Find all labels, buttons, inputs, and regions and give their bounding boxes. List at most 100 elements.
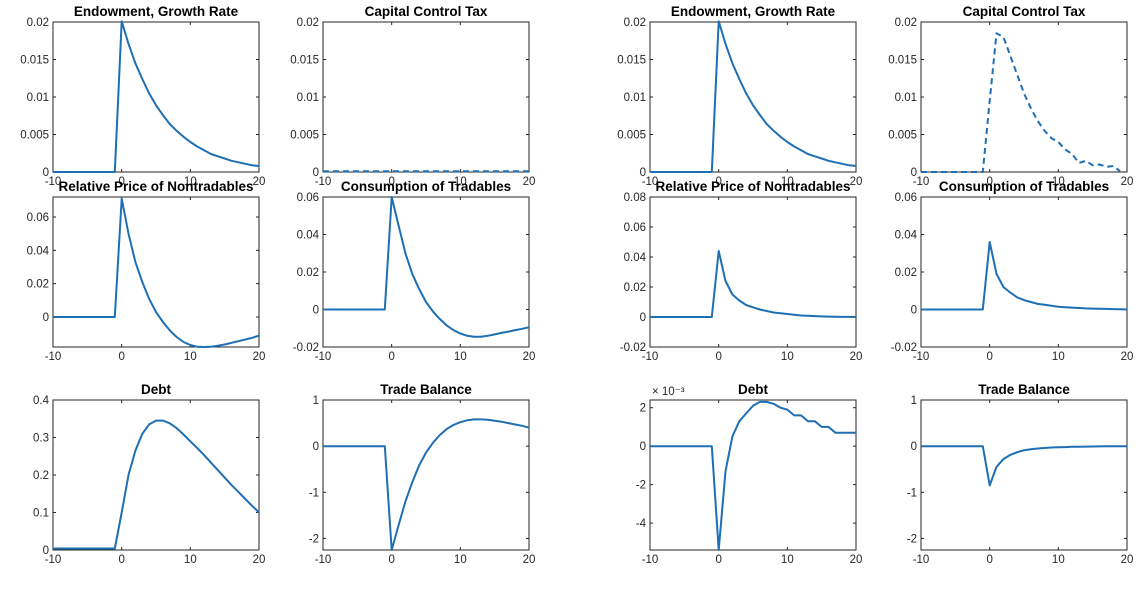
x-tick-label: -10 xyxy=(913,554,930,566)
y-tick-label: 2 xyxy=(640,403,646,415)
series-line xyxy=(650,400,856,551)
y-tick-label: 0.02 xyxy=(895,267,917,279)
x-tick-label: -10 xyxy=(913,176,930,188)
x-tick-label: -10 xyxy=(45,554,62,566)
x-tick-label: -10 xyxy=(45,176,62,188)
x-tick-label: 20 xyxy=(523,176,536,188)
axes-box xyxy=(322,196,530,348)
x-tick-label: -10 xyxy=(315,176,332,188)
y-tick-label: 0.02 xyxy=(27,17,49,29)
series-line xyxy=(650,250,857,318)
x-tick-label: -10 xyxy=(913,351,930,363)
x-tick-label: 20 xyxy=(253,176,266,188)
y-tick-label: 0.015 xyxy=(20,55,49,67)
panel-title: Relative Price of Nontradables xyxy=(58,179,253,194)
panel-title: Capital Control Tax xyxy=(365,4,488,19)
x-tick-label: 0 xyxy=(986,176,992,188)
x-tick-label: 0 xyxy=(118,554,124,566)
panel-title: Capital Control Tax xyxy=(963,4,1086,19)
panel-title: Consumption of Tradables xyxy=(341,179,511,194)
y-tick-label: 0.005 xyxy=(617,130,646,142)
series-line xyxy=(53,419,260,550)
y-tick-label: 0 xyxy=(640,441,646,453)
y-tick-label: -2 xyxy=(907,533,917,545)
panel-10: Trade Balance-10 0 10 20-2-101 xyxy=(309,382,536,566)
x-tick-label: 10 xyxy=(454,351,467,363)
x-tick-label: 0 xyxy=(715,176,721,188)
y-tick-label: -0.02 xyxy=(293,342,319,354)
x-tick-label: -10 xyxy=(315,554,332,566)
y-tick-label: 0.01 xyxy=(27,92,49,104)
x-tick-label: 10 xyxy=(781,351,794,363)
y-tick-label: -0.02 xyxy=(620,342,646,354)
x-tick-label: 0 xyxy=(388,554,394,566)
x-tick-label: 20 xyxy=(850,351,863,363)
panel-1: Endowment, Growth Rate-10 0 10 2000.0050.01… xyxy=(20,4,265,188)
panel-3: Endowment, Growth Rate-10 0 10 2000.0050.01… xyxy=(617,4,862,188)
y-tick-label: 0.005 xyxy=(20,130,49,142)
series-line xyxy=(921,241,1128,311)
x-tick-label: 0 xyxy=(986,554,992,566)
y-tick-label: 0 xyxy=(43,167,49,179)
y-tick-label: 0.04 xyxy=(297,230,320,242)
axes-box xyxy=(52,399,260,551)
y-tick-label: -4 xyxy=(636,518,647,530)
x-tick-label: 20 xyxy=(253,351,266,363)
panel-6: Consumption of Tradables -10 0 10 20 -0.02 0 0.… xyxy=(293,179,536,363)
panel-title: Endowment, Growth Rate xyxy=(671,4,836,19)
y-tick-label: 0.01 xyxy=(297,92,319,104)
y-tick-label: 0.06 xyxy=(297,192,319,204)
y-tick-label: 0.015 xyxy=(888,55,917,67)
x-tick-label: 10 xyxy=(184,176,197,188)
axes-box xyxy=(322,21,530,173)
y-tick-label: 0.1 xyxy=(33,508,49,520)
series-line xyxy=(323,196,530,338)
series-line xyxy=(921,32,1121,173)
axes-box xyxy=(920,399,1128,551)
x-tick-label: 10 xyxy=(781,176,794,188)
panel-title: Trade Balance xyxy=(978,382,1070,397)
y-tick-label: 0.04 xyxy=(27,245,50,257)
y-tick-label: 0 xyxy=(911,441,917,453)
series-line xyxy=(53,20,260,173)
x-tick-label: 0 xyxy=(715,554,721,566)
x-tick-label: -10 xyxy=(642,351,659,363)
y-tick-label: 1 xyxy=(911,395,917,407)
x-tick-label: 10 xyxy=(454,554,467,566)
y-tick-label: -2 xyxy=(636,480,646,492)
y-tick-label: 0.3 xyxy=(33,433,49,445)
panel-title: Relative Price of Nontradables xyxy=(655,179,850,194)
series-line xyxy=(323,418,530,551)
y-tick-label: 0.2 xyxy=(33,470,49,482)
y-tick-label: 0 xyxy=(911,305,917,317)
y-tick-label: 0 xyxy=(640,167,646,179)
x-tick-label: 10 xyxy=(454,176,467,188)
x-tick-label: 10 xyxy=(1052,554,1065,566)
x-tick-label: 20 xyxy=(850,176,863,188)
x-tick-label: 20 xyxy=(253,554,266,566)
x-tick-label: 20 xyxy=(523,351,536,363)
series-line xyxy=(53,197,260,348)
panel-2: Capital Control Tax-10 0 10 2000.0050.010.0… xyxy=(290,4,535,188)
y-tick-label: 0.02 xyxy=(297,267,319,279)
x-tick-label: 20 xyxy=(1121,176,1134,188)
panel-4: Capital Control Tax-10 0 10 2000.0050.010.0… xyxy=(888,4,1133,188)
y-tick-label: 0.015 xyxy=(617,55,646,67)
y-tick-label: 0 xyxy=(313,167,319,179)
x-tick-label: 10 xyxy=(184,351,197,363)
y-tick-label: 0.02 xyxy=(27,279,49,291)
x-tick-label: 0 xyxy=(388,176,394,188)
axes-box xyxy=(322,399,530,551)
panel-title: Debt xyxy=(738,382,769,397)
y-tick-label: 0.02 xyxy=(624,17,646,29)
y-tick-label: 0.08 xyxy=(624,192,646,204)
y-tick-label: -0.02 xyxy=(891,342,917,354)
y-tick-label: 0 xyxy=(640,312,646,324)
y-tick-label: 0.01 xyxy=(624,92,646,104)
panel-11: Debt -10 0 10 20 -4 -2 0 2 × 10⁻³ xyxy=(636,382,863,566)
x-tick-label: 0 xyxy=(388,351,394,363)
y-tick-label: 0 xyxy=(313,441,319,453)
